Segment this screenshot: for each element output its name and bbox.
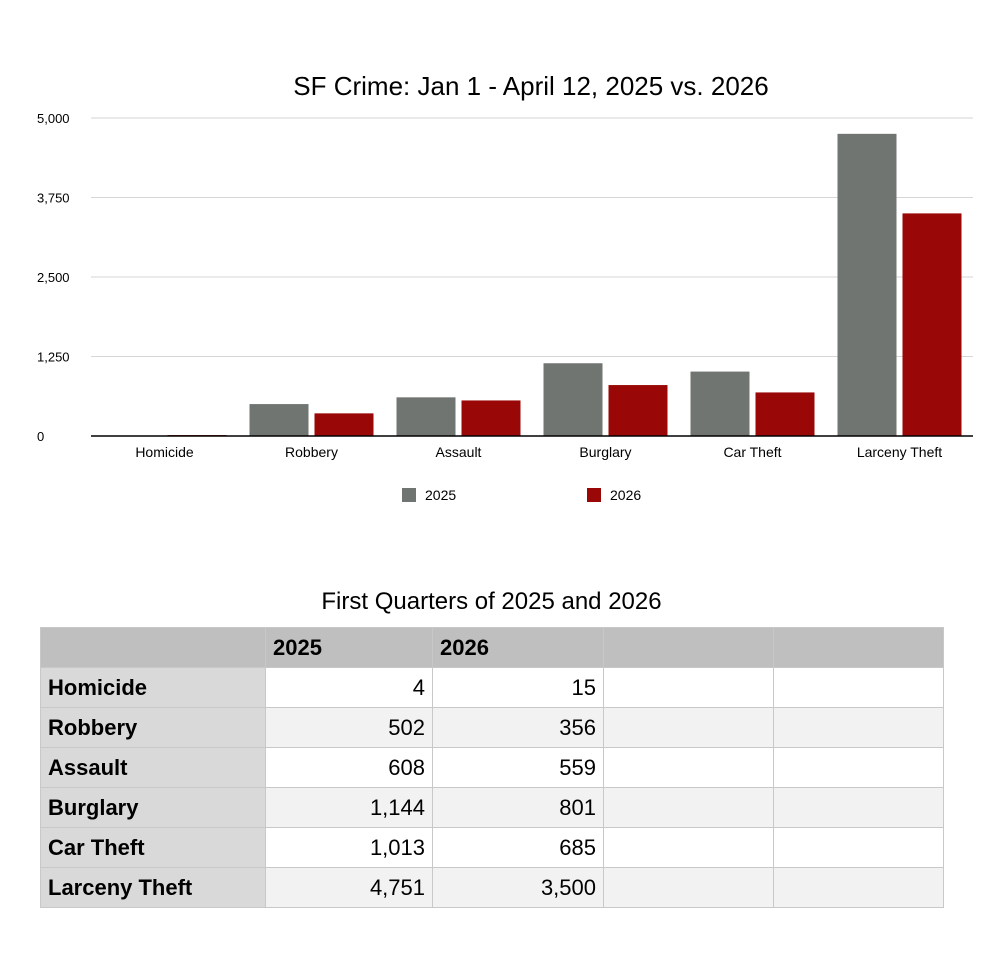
x-category-label: Homicide bbox=[135, 444, 194, 460]
y-tick-label: 3,750 bbox=[37, 191, 70, 206]
empty-cell bbox=[603, 667, 774, 708]
row-label: Larceny Theft bbox=[40, 867, 266, 908]
bars bbox=[102, 133, 962, 436]
header-cell bbox=[40, 627, 266, 668]
table-title: First Quarters of 2025 and 2026 bbox=[321, 588, 662, 615]
table-row: Assault 608 559 bbox=[40, 747, 944, 788]
bar-2025-burglary bbox=[543, 363, 603, 436]
row-label: Burglary bbox=[40, 787, 266, 828]
legend-label: 2026 bbox=[610, 487, 641, 503]
y-tick-label: 1,250 bbox=[37, 350, 70, 365]
empty-cell bbox=[773, 867, 944, 908]
row-label: Assault bbox=[40, 747, 266, 788]
cell-2026: 3,500 bbox=[432, 867, 604, 908]
bar-2026-robbery bbox=[314, 413, 374, 436]
bar-2026-larceny-theft bbox=[902, 213, 962, 436]
cell-2025: 4,751 bbox=[265, 867, 433, 908]
table-row: Homicide 4 15 bbox=[40, 667, 944, 708]
empty-cell bbox=[603, 787, 774, 828]
legend-swatch bbox=[587, 488, 601, 502]
x-category-label: Robbery bbox=[285, 444, 338, 460]
y-tick-label: 5,000 bbox=[37, 111, 70, 126]
empty-cell bbox=[773, 667, 944, 708]
cell-2025: 1,144 bbox=[265, 787, 433, 828]
empty-cell bbox=[603, 827, 774, 868]
bar-2025-larceny-theft bbox=[837, 133, 897, 436]
bar-2025-assault bbox=[396, 397, 456, 436]
header-cell: 2026 bbox=[432, 627, 604, 668]
bar-2026-car-theft bbox=[755, 392, 815, 436]
row-label: Homicide bbox=[40, 667, 266, 708]
header-cell: 2025 bbox=[265, 627, 433, 668]
bar-chart: SF Crime: Jan 1 - April 12, 2025 vs. 202… bbox=[37, 71, 973, 503]
bar-2025-car-theft bbox=[690, 371, 750, 436]
table-header-row: 2025 2026 bbox=[40, 627, 944, 668]
header-cell bbox=[603, 627, 774, 668]
empty-cell bbox=[603, 867, 774, 908]
empty-cell bbox=[603, 707, 774, 748]
header-cell bbox=[773, 627, 944, 668]
y-tick-label: 0 bbox=[37, 429, 44, 444]
cell-2026: 356 bbox=[432, 707, 604, 748]
empty-cell bbox=[773, 707, 944, 748]
row-label: Robbery bbox=[40, 707, 266, 748]
legend: 2025 2026 bbox=[402, 487, 641, 503]
table-row: Burglary 1,144 801 bbox=[40, 787, 944, 828]
empty-cell bbox=[773, 747, 944, 788]
cell-2026: 15 bbox=[432, 667, 604, 708]
empty-cell bbox=[603, 747, 774, 788]
x-axis-categories: Homicide Robbery Assault Burglary Car Theft L… bbox=[135, 444, 942, 460]
table-row: Larceny Theft 4,751 3,500 bbox=[40, 867, 944, 908]
y-axis-ticks: 0 1,250 2,500 3,750 5,000 bbox=[37, 111, 70, 444]
cell-2025: 608 bbox=[265, 747, 433, 788]
cell-2026: 685 bbox=[432, 827, 604, 868]
bar-2026-burglary bbox=[608, 385, 668, 436]
empty-cell bbox=[773, 787, 944, 828]
cell-2025: 502 bbox=[265, 707, 433, 748]
x-category-label: Assault bbox=[436, 444, 482, 460]
data-table: 2025 2026 Homicide 4 15 Robbery 502 356 … bbox=[40, 627, 944, 908]
chart-title: SF Crime: Jan 1 - April 12, 2025 vs. 202… bbox=[293, 71, 768, 101]
bar-2025-robbery bbox=[249, 404, 309, 436]
row-label: Car Theft bbox=[40, 827, 266, 868]
bar-2026-assault bbox=[461, 400, 521, 436]
legend-label: 2025 bbox=[425, 487, 456, 503]
y-tick-label: 2,500 bbox=[37, 270, 70, 285]
gridlines bbox=[91, 117, 973, 357]
table-row: Car Theft 1,013 685 bbox=[40, 827, 944, 868]
cell-2026: 801 bbox=[432, 787, 604, 828]
cell-2025: 1,013 bbox=[265, 827, 433, 868]
empty-cell bbox=[773, 827, 944, 868]
x-category-label: Car Theft bbox=[723, 444, 781, 460]
cell-2026: 559 bbox=[432, 747, 604, 788]
x-category-label: Larceny Theft bbox=[857, 444, 942, 460]
table-row: Robbery 502 356 bbox=[40, 707, 944, 748]
legend-swatch bbox=[402, 488, 416, 502]
x-category-label: Burglary bbox=[579, 444, 631, 460]
cell-2025: 4 bbox=[265, 667, 433, 708]
